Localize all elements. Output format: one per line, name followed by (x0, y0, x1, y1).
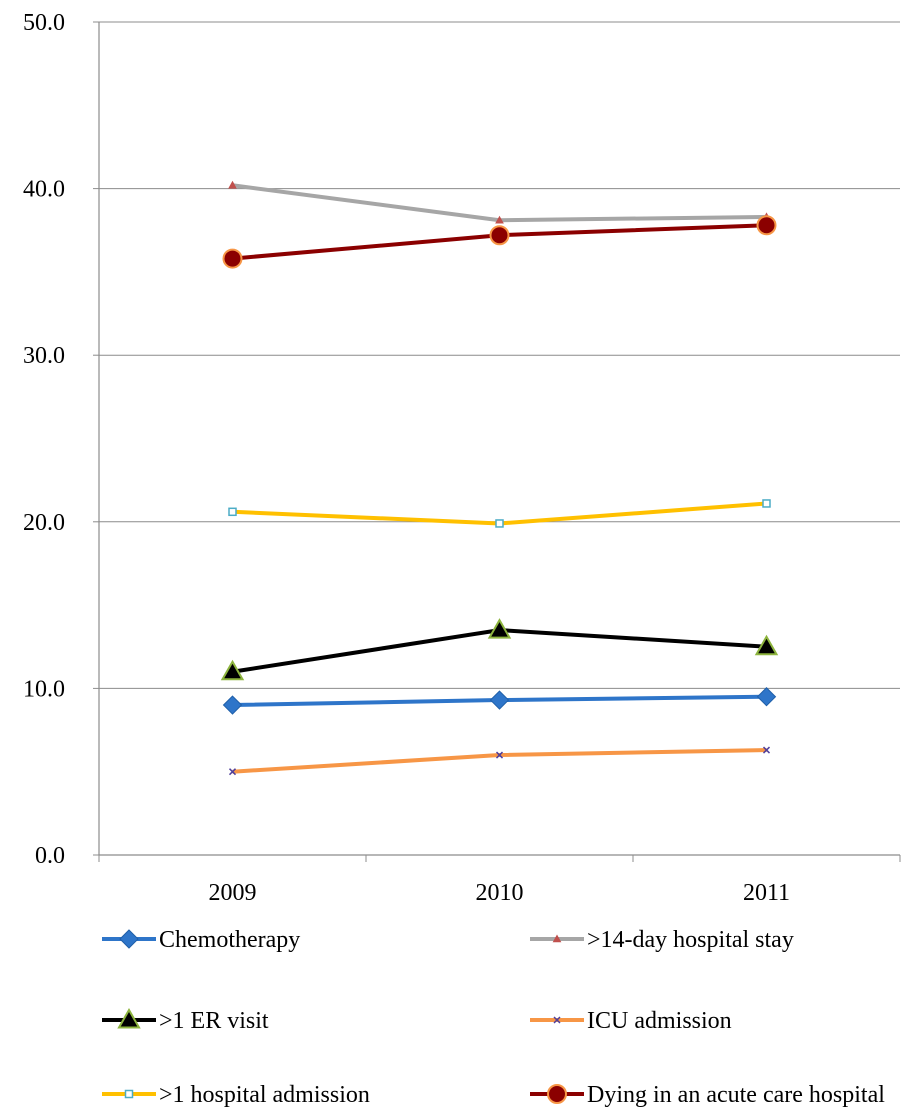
legend-label: >1 hospital admission (159, 1082, 370, 1108)
legend-marker (547, 1084, 567, 1104)
triangle-marker (495, 215, 504, 224)
data-point (220, 659, 245, 681)
circle-marker (489, 225, 510, 246)
x-tick-label: 2011 (743, 880, 790, 906)
y-tick-label: 50.0 (23, 10, 65, 36)
legend-label: >14-day hospital stay (587, 927, 794, 953)
series-4 (228, 499, 771, 528)
series-1 (228, 180, 771, 224)
circle-marker (547, 1084, 567, 1104)
diamond-marker (756, 687, 777, 707)
diamond-marker (119, 929, 139, 949)
series-line (232, 183, 767, 223)
legend-marker (124, 1089, 134, 1099)
square-marker (762, 499, 771, 508)
x-marker-stroke (762, 746, 771, 754)
data-point (489, 690, 510, 710)
legend-label: Chemotherapy (159, 927, 300, 953)
x-tick-label: 2010 (476, 880, 524, 906)
data-point (228, 180, 237, 189)
legend-item: >1 ER visit (102, 1007, 269, 1034)
x-marker-stroke (228, 768, 237, 776)
legend-marker (553, 1016, 561, 1024)
x-tick-label: 2009 (209, 880, 257, 906)
data-point (495, 215, 504, 224)
data-point (222, 248, 243, 269)
legend-item: >1 hospital admission (102, 1082, 370, 1108)
x-marker-stroke (495, 751, 504, 759)
series-2 (220, 618, 779, 681)
data-point (487, 618, 512, 639)
square-marker (495, 519, 504, 528)
axes: 0.0 10.0 20.0 30.0 40.0 50.0 2009 2010 2011 (23, 10, 901, 906)
y-tick-label: 40.0 (23, 177, 65, 203)
legend-label: >1 ER visit (159, 1008, 269, 1034)
triangle-marker (487, 618, 512, 639)
data-point (222, 695, 243, 715)
data-point (762, 499, 771, 508)
legend-label: Dying in an acute care hospital (587, 1082, 885, 1108)
triangle-marker (117, 1007, 141, 1029)
legend-item: Dying in an acute care hospital (530, 1082, 885, 1108)
y-tick-label: 10.0 (23, 676, 65, 702)
data-point (228, 768, 237, 776)
square-marker (124, 1089, 134, 1099)
legend: Chemotherapy >14-day hospital stay >1 ER v… (102, 927, 885, 1108)
diamond-marker (222, 695, 243, 715)
legend-marker (117, 1007, 141, 1029)
circle-marker (222, 248, 243, 269)
diamond-marker (489, 690, 510, 710)
y-tick-label: 0.0 (35, 843, 65, 869)
data-point (762, 746, 771, 754)
data-point (756, 687, 777, 707)
triangle-marker (228, 180, 237, 189)
series-0 (222, 687, 777, 715)
series-lines (220, 180, 779, 776)
legend-marker (119, 929, 139, 949)
x-marker-stroke (553, 1016, 561, 1024)
gridlines (99, 21, 900, 689)
triangle-marker (552, 934, 562, 943)
legend-label: ICU admission (587, 1008, 732, 1034)
data-point (495, 519, 504, 528)
legend-item: ICU admission (530, 1008, 732, 1034)
series-line (232, 748, 767, 774)
triangle-marker (754, 634, 779, 656)
y-tick-label: 20.0 (23, 510, 65, 536)
legend-item: >14-day hospital stay (530, 927, 794, 953)
y-tick-label: 30.0 (23, 343, 65, 369)
legend-item: Chemotherapy (102, 927, 300, 953)
square-marker (228, 507, 237, 517)
triangle-marker (220, 659, 245, 681)
data-point (228, 507, 237, 517)
data-point (756, 215, 777, 236)
series-3 (228, 746, 771, 776)
series-5 (222, 215, 777, 269)
data-point (489, 225, 510, 246)
circle-marker (756, 215, 777, 236)
data-point (495, 751, 504, 759)
legend-marker (552, 934, 562, 943)
data-point (754, 634, 779, 656)
